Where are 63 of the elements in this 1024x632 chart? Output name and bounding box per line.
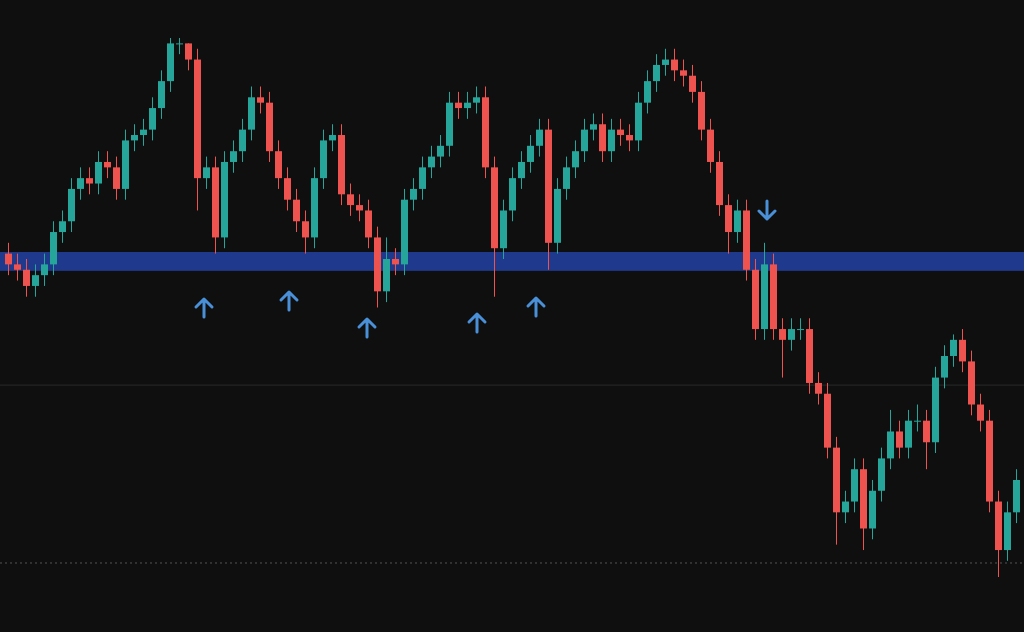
candlestick — [113, 156, 120, 201]
candlestick — [77, 166, 84, 201]
candlestick — [284, 166, 291, 211]
candlestick — [23, 258, 30, 298]
candlestick — [797, 317, 804, 341]
candlestick — [419, 156, 426, 201]
candlestick — [149, 96, 156, 141]
candlestick — [5, 242, 12, 276]
candlestick — [473, 86, 480, 114]
candlestick — [653, 53, 660, 93]
candlestick — [527, 134, 534, 174]
candlestick — [32, 263, 39, 298]
candlestick — [86, 166, 93, 195]
candlestick — [302, 209, 309, 255]
candlestick — [230, 139, 237, 174]
candlestick — [239, 118, 246, 163]
candlestick — [842, 490, 849, 524]
candlestick — [977, 393, 984, 432]
candlestick — [950, 333, 957, 368]
candlestick — [176, 37, 183, 55]
candlestick — [293, 188, 300, 233]
candlestick — [464, 91, 471, 120]
candlestick — [185, 42, 192, 71]
candlestick — [428, 145, 435, 179]
candlestick — [914, 404, 921, 432]
candlestick — [455, 91, 462, 120]
candlestick — [410, 177, 417, 211]
candlestick — [608, 118, 615, 163]
candlestick — [140, 118, 147, 147]
candlestick — [779, 317, 786, 379]
candlestick — [896, 420, 903, 459]
candlestick — [131, 123, 138, 152]
candlestick — [536, 118, 543, 158]
candlestick — [203, 156, 210, 190]
candlestick — [788, 317, 795, 352]
candlestick — [14, 253, 21, 282]
candlestick — [644, 69, 651, 114]
candlestick — [689, 64, 696, 104]
candlestick — [581, 118, 588, 163]
candlestick — [734, 199, 741, 244]
candlestick — [59, 209, 66, 244]
candlestick — [257, 86, 264, 114]
candlestick — [518, 150, 525, 190]
candlestick — [392, 247, 399, 276]
candlestick — [563, 156, 570, 201]
candlestick — [941, 344, 948, 389]
candlestick — [437, 134, 444, 168]
candlestick — [923, 409, 930, 470]
candlestick — [590, 112, 597, 141]
candlestick — [959, 328, 966, 373]
candlestick — [662, 48, 669, 77]
candlestick — [347, 183, 354, 217]
candlestick — [626, 123, 633, 152]
candlestick — [617, 118, 624, 147]
candlestick — [41, 253, 48, 287]
candlestick — [572, 139, 579, 179]
candlestick — [104, 150, 111, 179]
candlestick — [95, 150, 102, 195]
candlestick — [815, 371, 822, 406]
candlestick — [680, 59, 687, 88]
candlestick — [671, 48, 678, 82]
candlestick — [329, 123, 336, 152]
candlestick — [356, 193, 363, 222]
